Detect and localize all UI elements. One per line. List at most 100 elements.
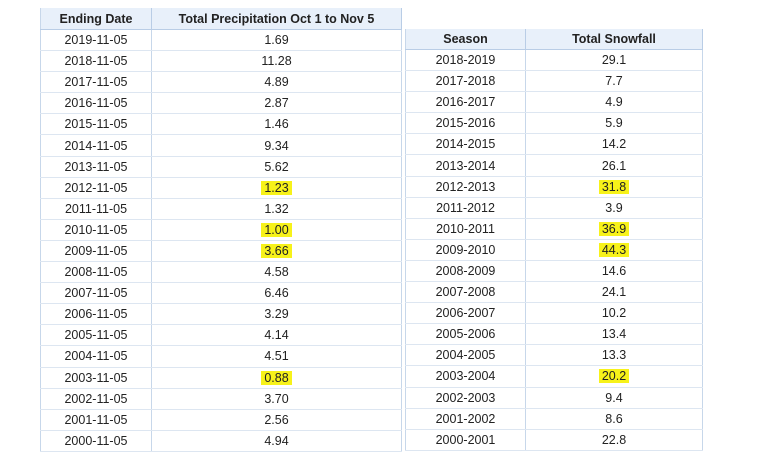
value-cell: 14.2 xyxy=(525,133,703,156)
value-cell: 3.66 xyxy=(151,240,402,263)
ending-date-cell: 2004-11-05 xyxy=(40,345,152,368)
season-cell: 2017-2018 xyxy=(405,70,526,93)
value-cell: 14.6 xyxy=(525,260,703,283)
season-cell: 2000-2001 xyxy=(405,429,526,451)
value-cell: 6.46 xyxy=(151,282,402,305)
value-text: 5.9 xyxy=(605,116,623,131)
value-text: 8.6 xyxy=(605,411,623,426)
highlighted-value: 44.3 xyxy=(598,242,630,257)
table-row: 2012-2013 31.8 xyxy=(405,176,703,198)
table-header-row: Season Total Snowfall xyxy=(405,29,703,50)
column-header-total-snowfall: Total Snowfall xyxy=(525,29,703,50)
snowfall-table: Season Total Snowfall 2018-2019 29.1 2017-… xyxy=(405,29,703,451)
table-row: 2005-11-05 4.14 xyxy=(40,324,402,347)
highlighted-value: 36.9 xyxy=(598,221,630,236)
ending-date-cell: 2000-11-05 xyxy=(40,430,152,452)
table-row: 2004-11-05 4.51 xyxy=(40,345,402,368)
value-text: 13.4 xyxy=(601,327,627,342)
value-text: 1.32 xyxy=(264,201,289,216)
value-text: 3.29 xyxy=(264,307,289,322)
table-row: 2005-2006 13.4 xyxy=(405,323,703,346)
table-row: 2002-2003 9.4 xyxy=(405,387,703,409)
table-row: 2009-2010 44.3 xyxy=(405,239,703,261)
value-cell: 1.23 xyxy=(151,177,402,199)
value-cell: 4.51 xyxy=(151,345,402,368)
value-text: 4.14 xyxy=(264,328,289,343)
table-row: 2013-2014 26.1 xyxy=(405,154,703,177)
season-cell: 2012-2013 xyxy=(405,176,526,198)
table-row: 2003-11-05 0.88 xyxy=(40,367,402,389)
ending-date-cell: 2002-11-05 xyxy=(40,388,152,410)
table-row: 2001-2002 8.6 xyxy=(405,408,703,430)
value-text: 14.6 xyxy=(601,263,627,278)
table-row: 2011-11-05 1.32 xyxy=(40,198,402,220)
ending-date-cell: 2001-11-05 xyxy=(40,409,152,431)
value-text: 4.51 xyxy=(264,349,289,364)
season-cell: 2004-2005 xyxy=(405,344,526,367)
table-row: 2003-2004 20.2 xyxy=(405,365,703,388)
table-row: 2007-2008 24.1 xyxy=(405,281,703,304)
value-cell: 1.32 xyxy=(151,198,402,220)
value-cell: 29.1 xyxy=(525,49,703,72)
season-cell: 2013-2014 xyxy=(405,154,526,177)
value-cell: 1.00 xyxy=(151,219,402,241)
ending-date-cell: 2019-11-05 xyxy=(40,29,152,52)
season-cell: 2010-2011 xyxy=(405,218,526,240)
value-cell: 31.8 xyxy=(525,176,703,198)
table-row: 2010-11-05 1.00 xyxy=(40,219,402,241)
value-cell: 10.2 xyxy=(525,302,703,325)
ending-date-cell: 2012-11-05 xyxy=(40,177,152,199)
value-text: 5.62 xyxy=(264,159,289,174)
value-cell: 4.14 xyxy=(151,324,402,347)
table-row: 2000-11-05 4.94 xyxy=(40,430,402,452)
value-cell: 26.1 xyxy=(525,154,703,177)
value-text: 2.87 xyxy=(264,96,289,111)
ending-date-cell: 2018-11-05 xyxy=(40,50,152,73)
ending-date-cell: 2016-11-05 xyxy=(40,92,152,115)
value-text: 22.8 xyxy=(601,432,627,447)
precipitation-table: Ending Date Total Precipitation Oct 1 to… xyxy=(40,8,402,452)
value-text: 24.1 xyxy=(601,285,627,300)
table-row: 2002-11-05 3.70 xyxy=(40,388,402,410)
season-cell: 2018-2019 xyxy=(405,49,526,72)
column-header-total-precipitation: Total Precipitation Oct 1 to Nov 5 xyxy=(151,8,402,30)
table-row: 2012-11-05 1.23 xyxy=(40,177,402,199)
table-row: 2008-11-05 4.58 xyxy=(40,261,402,284)
value-cell: 3.9 xyxy=(525,197,703,219)
season-cell: 2007-2008 xyxy=(405,281,526,304)
value-cell: 24.1 xyxy=(525,281,703,304)
ending-date-cell: 2003-11-05 xyxy=(40,367,152,389)
table-row: 2018-2019 29.1 xyxy=(405,49,703,72)
ending-date-cell: 2009-11-05 xyxy=(40,240,152,263)
value-cell: 7.7 xyxy=(525,70,703,93)
value-text: 10.2 xyxy=(601,306,627,321)
season-cell: 2006-2007 xyxy=(405,302,526,325)
value-text: 1.46 xyxy=(264,117,289,132)
highlighted-value: 20.2 xyxy=(598,369,630,384)
value-text: 7.7 xyxy=(605,74,623,89)
value-cell: 0.88 xyxy=(151,367,402,389)
value-cell: 4.9 xyxy=(525,91,703,114)
value-cell: 44.3 xyxy=(525,239,703,261)
value-text: 9.4 xyxy=(605,390,623,405)
ending-date-cell: 2008-11-05 xyxy=(40,261,152,284)
value-text: 9.34 xyxy=(264,138,289,153)
value-cell: 1.69 xyxy=(151,29,402,52)
season-cell: 2014-2015 xyxy=(405,133,526,156)
table-row: 2007-11-05 6.46 xyxy=(40,282,402,305)
season-cell: 2011-2012 xyxy=(405,197,526,219)
ending-date-cell: 2017-11-05 xyxy=(40,71,152,94)
value-text: 11.28 xyxy=(261,54,292,69)
value-text: 1.69 xyxy=(264,33,289,48)
ending-date-cell: 2011-11-05 xyxy=(40,198,152,220)
value-cell: 13.3 xyxy=(525,344,703,367)
ending-date-cell: 2015-11-05 xyxy=(40,113,152,136)
ending-date-cell: 2006-11-05 xyxy=(40,303,152,326)
highlighted-value: 31.8 xyxy=(598,179,630,194)
highlighted-value: 1.00 xyxy=(261,222,292,237)
highlighted-value: 1.23 xyxy=(261,180,292,195)
value-text: 4.58 xyxy=(264,265,289,280)
season-cell: 2001-2002 xyxy=(405,408,526,430)
value-text: 29.1 xyxy=(601,53,627,68)
ending-date-cell: 2013-11-05 xyxy=(40,156,152,178)
